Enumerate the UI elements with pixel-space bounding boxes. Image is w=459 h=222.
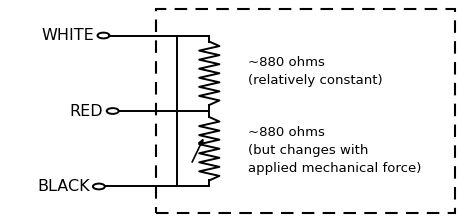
Bar [156, 9, 454, 213]
Text: WHITE: WHITE [41, 28, 94, 43]
Text: RED: RED [70, 103, 103, 119]
Text: BLACK: BLACK [37, 179, 90, 194]
Text: ~880 ohms
(but changes with
applied mechanical force): ~880 ohms (but changes with applied mech… [248, 127, 421, 175]
Text: ~880 ohms
(relatively constant): ~880 ohms (relatively constant) [248, 56, 382, 87]
